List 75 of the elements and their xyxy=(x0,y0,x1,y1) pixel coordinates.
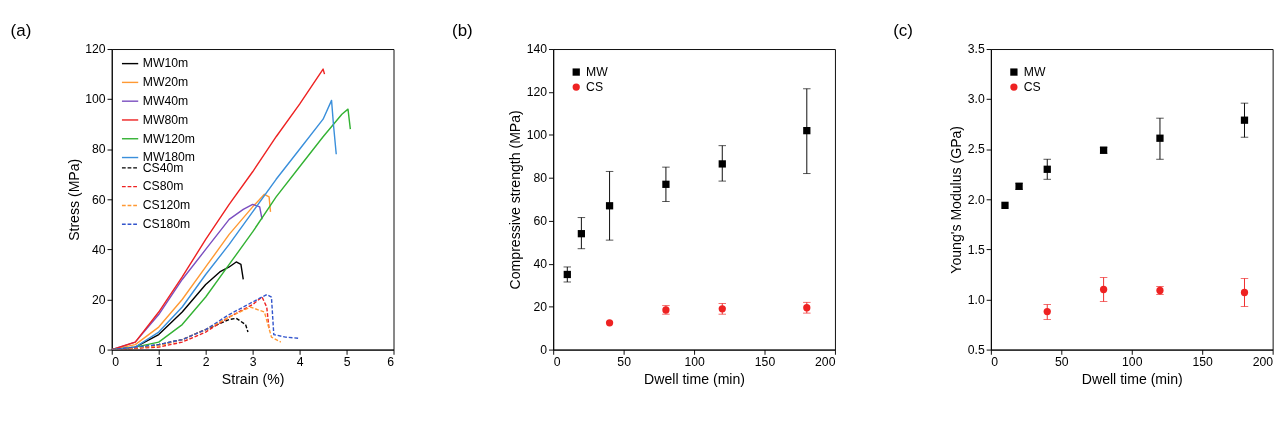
point xyxy=(1001,201,1009,209)
chart-title: (b) xyxy=(452,20,473,40)
x-tick-label: 100 xyxy=(1122,355,1143,370)
y-axis-title: Young's Modulus (GPa) xyxy=(948,125,965,274)
y-tick-label: 100 xyxy=(85,92,106,107)
y-tick-label: 120 xyxy=(85,42,106,57)
point xyxy=(662,180,670,188)
legend-label: CS120m xyxy=(142,198,191,213)
y-tick-label: 3.0 xyxy=(967,92,985,107)
y-tick-label: 120 xyxy=(526,85,548,100)
point xyxy=(1099,285,1108,294)
chart-title: (a) xyxy=(10,20,32,40)
y-tick-label: 20 xyxy=(533,299,548,314)
y-tick-label: 3.5 xyxy=(967,42,985,57)
chart-title: (c) xyxy=(893,20,913,40)
legend-label: MW20m xyxy=(142,75,189,90)
x-tick-label: 0 xyxy=(991,355,999,370)
y-tick-label: 0 xyxy=(540,342,548,357)
x-axis-title: Dwell time (min) xyxy=(644,370,746,387)
legend-label: MW120m xyxy=(142,131,195,146)
point xyxy=(1043,307,1051,316)
x-axis-title: Strain (%) xyxy=(221,370,285,387)
legend-label: MW10m xyxy=(142,56,189,71)
y-tick-label: 80 xyxy=(533,171,548,186)
point xyxy=(1156,134,1164,142)
point xyxy=(605,319,614,327)
x-tick-label: 0 xyxy=(112,355,120,370)
x-tick-label: 5 xyxy=(343,355,351,370)
y-tick-label: 140 xyxy=(526,42,548,57)
y-axis-title: Compressive strength (MPa) xyxy=(507,110,524,290)
point xyxy=(718,160,726,168)
x-tick-label: 4 xyxy=(296,355,304,370)
x-tick-label: 50 xyxy=(617,355,632,370)
y-tick-label: 60 xyxy=(533,214,548,229)
y-tick-label: 0 xyxy=(98,342,106,357)
y-tick-label: 2.5 xyxy=(967,142,985,157)
y-tick-label: 40 xyxy=(92,242,106,257)
x-tick-label: 0 xyxy=(553,355,561,370)
legend-label: MW xyxy=(1023,64,1046,79)
x-tick-label: 100 xyxy=(684,355,705,370)
y-tick-label: 20 xyxy=(92,292,106,307)
x-tick-label: 6 xyxy=(387,355,395,370)
x-tick-label: 2 xyxy=(202,355,210,370)
x-tick-label: 3 xyxy=(249,355,257,370)
point xyxy=(803,127,811,135)
y-tick-label: 1.5 xyxy=(967,242,985,257)
point xyxy=(1240,116,1249,124)
y-tick-label: 80 xyxy=(92,142,106,157)
y-tick-label: 40 xyxy=(533,256,548,271)
legend-label: CS40m xyxy=(142,160,184,175)
x-tick-label: 200 xyxy=(1252,355,1274,370)
legend-label: MW40m xyxy=(142,93,189,108)
legend-label: CS xyxy=(586,79,604,94)
legend-label: MW xyxy=(586,64,609,79)
x-tick-label: 1 xyxy=(155,355,163,370)
point xyxy=(1240,288,1249,297)
x-tick-label: 50 xyxy=(1055,355,1069,370)
x-tick-label: 200 xyxy=(815,355,836,370)
y-tick-label: 2.0 xyxy=(967,192,985,207)
y-tick-label: 100 xyxy=(526,128,548,143)
point xyxy=(563,270,571,279)
point xyxy=(577,230,586,238)
point xyxy=(605,202,614,210)
x-tick-label: 150 xyxy=(1192,355,1214,370)
legend-label: CS180m xyxy=(142,216,191,231)
y-tick-label: 0.5 xyxy=(967,342,985,357)
point xyxy=(1043,165,1051,173)
y-tick-label: 1.0 xyxy=(967,292,985,307)
x-axis-title: Dwell time (min) xyxy=(1081,370,1183,387)
legend-label: CS xyxy=(1023,79,1041,94)
legend-label: CS80m xyxy=(142,179,184,194)
legend-label: MW80m xyxy=(142,112,189,127)
x-tick-label: 150 xyxy=(754,355,776,370)
y-axis-title: Stress (MPa) xyxy=(65,158,82,241)
y-tick-label: 60 xyxy=(92,192,106,207)
